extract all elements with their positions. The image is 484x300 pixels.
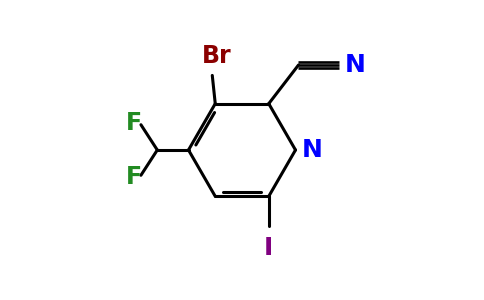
- Text: Br: Br: [202, 44, 231, 68]
- Text: N: N: [345, 53, 366, 77]
- Text: N: N: [302, 138, 323, 162]
- Text: F: F: [125, 111, 142, 135]
- Text: F: F: [125, 165, 142, 189]
- Text: I: I: [264, 236, 273, 260]
